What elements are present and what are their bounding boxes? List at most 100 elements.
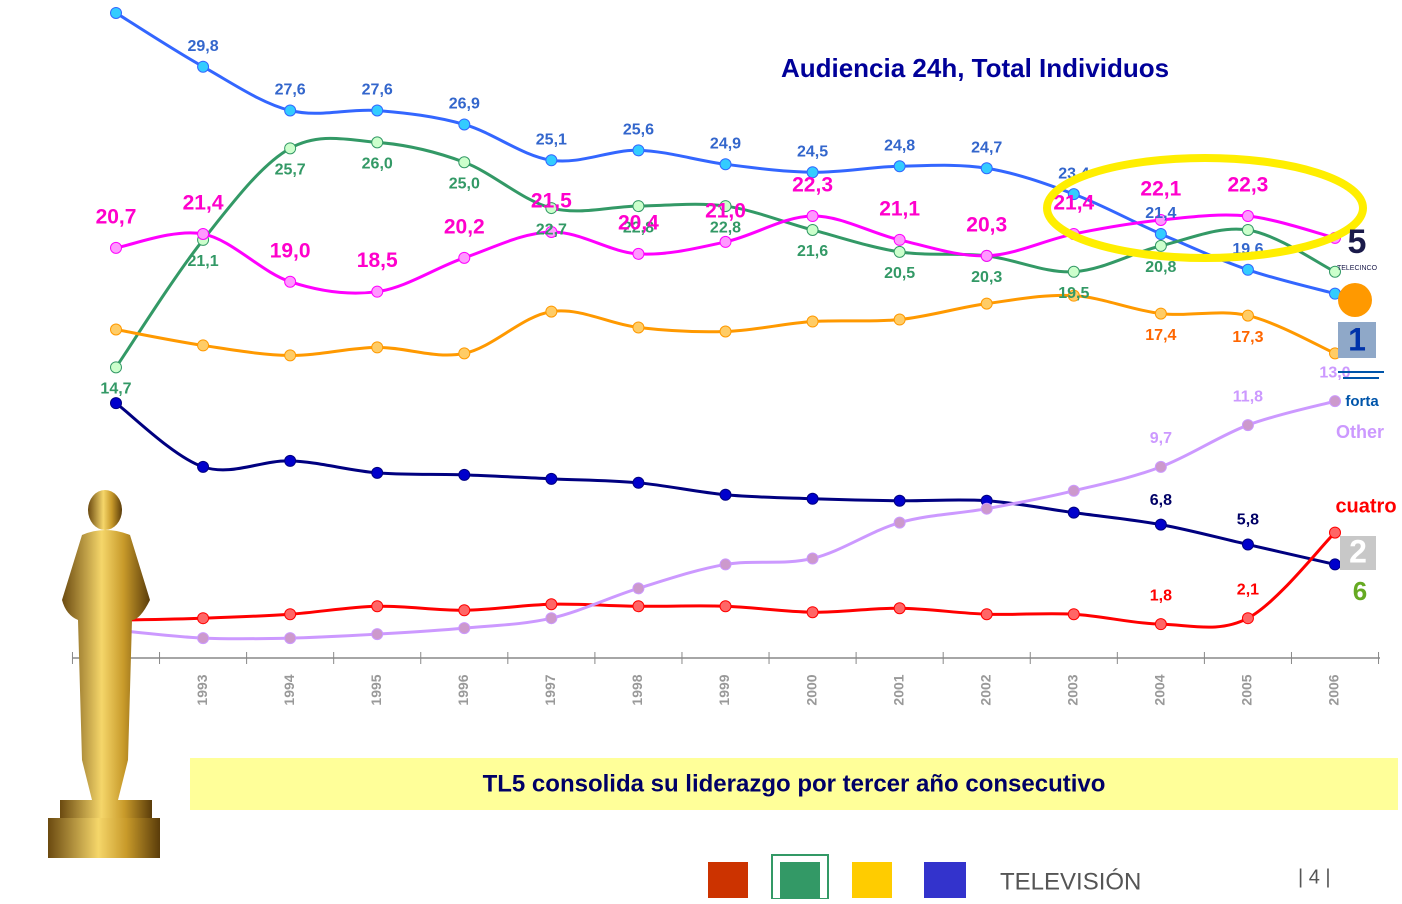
data-point xyxy=(893,313,906,326)
series-line xyxy=(115,531,1337,629)
data-point xyxy=(806,166,819,179)
data-label: 20,5 xyxy=(884,265,915,282)
data-label: 21,5 xyxy=(531,190,572,213)
data-label: 22,8 xyxy=(710,219,741,236)
data-point xyxy=(893,233,906,246)
logo-text: 6 xyxy=(1353,576,1367,606)
data-label: 14,7 xyxy=(100,381,131,398)
data-label: 25,1 xyxy=(536,132,567,149)
data-label: 29,8 xyxy=(188,38,219,55)
footer-section: TELEVISIÓN xyxy=(1000,868,1141,895)
data-label: 26,0 xyxy=(362,156,393,173)
footer-square xyxy=(708,862,748,898)
data-point xyxy=(1067,484,1080,497)
data-point xyxy=(1067,265,1080,278)
data-label: 21,6 xyxy=(797,243,828,260)
data-label: 2,1 xyxy=(1237,581,1259,598)
data-label: 11,8 xyxy=(1233,388,1263,405)
data-point xyxy=(458,156,471,169)
data-point xyxy=(284,275,297,288)
data-point xyxy=(1067,289,1080,302)
statue xyxy=(48,490,160,858)
data-label: 22,8 xyxy=(623,219,654,236)
chart-title: Audiencia 24h, Total Individuos xyxy=(781,53,1169,83)
data-label: 22,3 xyxy=(792,174,833,197)
data-label: 21,1 xyxy=(188,253,219,270)
data-label: 24,7 xyxy=(971,139,1002,156)
data-label: 6,8 xyxy=(1150,492,1172,509)
data-label: 17,3 xyxy=(1232,329,1263,346)
data-point xyxy=(458,118,471,131)
data-point xyxy=(1154,307,1167,320)
data-point xyxy=(197,227,210,240)
data-point xyxy=(632,200,645,213)
data-point xyxy=(284,104,297,117)
data-point xyxy=(806,210,819,223)
data-point xyxy=(980,162,993,175)
banner-box xyxy=(190,758,1398,810)
data-label: 19,0 xyxy=(270,239,311,262)
data-point xyxy=(371,600,384,613)
x-tick-label: 2003 xyxy=(1064,674,1080,705)
data-point xyxy=(371,628,384,641)
data-point xyxy=(893,516,906,529)
footer-square xyxy=(780,862,820,898)
data-point xyxy=(1329,395,1341,408)
data-point xyxy=(632,476,645,489)
data-label: 21,1 xyxy=(879,197,920,220)
data-point xyxy=(719,235,732,248)
legend-label: TELECINCO xyxy=(1337,265,1378,272)
data-label: 24,5 xyxy=(797,143,828,160)
data-label: 22,3 xyxy=(1227,174,1268,197)
data-point xyxy=(893,245,906,258)
data-label: 1,8 xyxy=(1150,587,1172,604)
data-label: 25,0 xyxy=(449,175,480,192)
data-point xyxy=(284,142,297,155)
logo-shape xyxy=(1338,283,1372,317)
data-label: 22,1 xyxy=(1140,178,1181,201)
data-point xyxy=(197,632,210,645)
data-point xyxy=(110,241,122,254)
data-point xyxy=(1067,188,1080,201)
banner: TL5 consolida su liderazgo por tercer añ… xyxy=(483,770,1106,797)
data-point xyxy=(1067,506,1080,519)
x-tick-label: 1996 xyxy=(455,674,471,705)
data-label: 25,6 xyxy=(623,122,654,139)
data-label: 21,4 xyxy=(1145,205,1176,222)
data-point xyxy=(1241,538,1254,551)
logo-text: 5 xyxy=(1348,223,1367,261)
x-tick-label: 1999 xyxy=(716,674,732,705)
page-number: | 4 | xyxy=(1298,866,1331,888)
data-label: 27,6 xyxy=(362,82,393,99)
data-point xyxy=(980,608,993,621)
data-point xyxy=(1329,558,1341,571)
data-label: 20,8 xyxy=(1145,259,1176,276)
data-point xyxy=(893,494,906,507)
data-point xyxy=(719,600,732,613)
data-point xyxy=(719,200,732,213)
data-point xyxy=(284,349,297,362)
data-label: 21,4 xyxy=(1053,191,1094,214)
x-axis: 1992199319941995199619971998199920002001… xyxy=(71,652,1380,706)
data-point xyxy=(284,454,297,467)
data-label: 25,7 xyxy=(275,162,306,179)
legend-label: Other xyxy=(1336,422,1384,442)
data-point xyxy=(458,604,471,617)
data-point xyxy=(371,285,384,298)
logos: 5 TELECINCO 1 forta Other cuatro 2 6 xyxy=(1335,223,1396,606)
data-point xyxy=(545,612,558,625)
data-point xyxy=(1329,526,1341,539)
data-point xyxy=(1154,227,1167,240)
data-label: 13,0 xyxy=(1319,364,1350,381)
x-tick-label: 1994 xyxy=(281,674,297,705)
data-label: 5,8 xyxy=(1237,512,1259,529)
data-label: 20,3 xyxy=(971,269,1002,286)
x-tick-label: 2004 xyxy=(1152,674,1168,705)
data-label: 20,3 xyxy=(966,213,1007,236)
data-point xyxy=(458,251,471,264)
x-tick-label: 2005 xyxy=(1239,674,1255,705)
data-point xyxy=(1241,263,1254,276)
data-label: 20,7 xyxy=(96,205,137,228)
